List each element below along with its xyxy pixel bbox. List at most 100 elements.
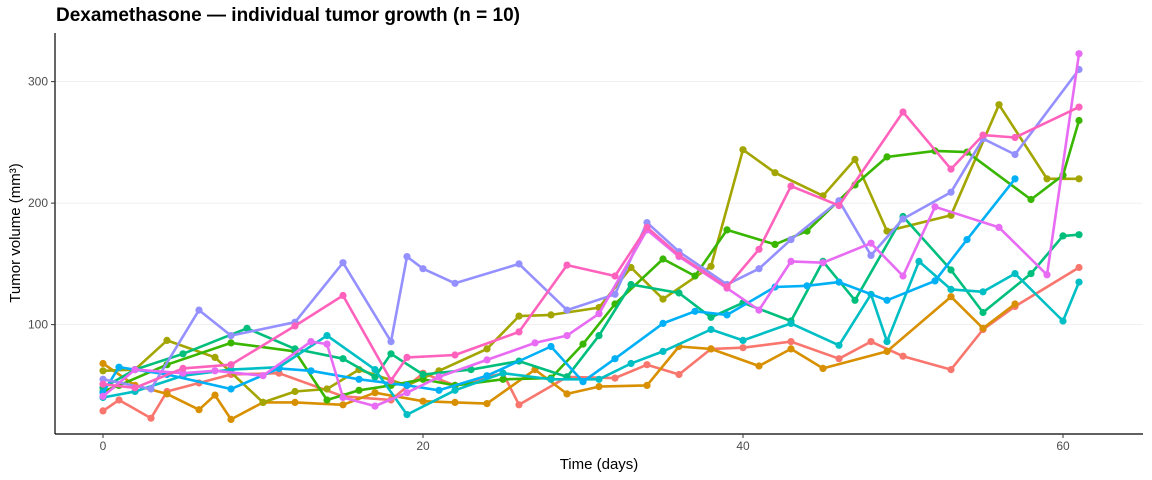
data-point [963,236,971,244]
data-point [579,378,587,386]
data-point [947,293,955,301]
data-point [915,257,923,265]
data-point [787,319,795,327]
x-tick-label: 40 [736,439,750,453]
data-point [243,324,251,332]
data-point [1011,300,1019,308]
data-point [1075,50,1083,58]
data-point [1011,133,1019,142]
data-point [787,236,795,244]
data-point [323,332,331,340]
series-1 [99,263,1083,422]
data-point [259,398,267,406]
data-point [899,272,907,280]
data-point [563,306,571,314]
data-point [1027,195,1035,204]
data-point [723,226,731,234]
data-point [1059,317,1067,325]
data-point [611,374,619,382]
series-line [101,68,1081,391]
tick-labels: 100 200 300 0 20 40 60 [28,75,1070,453]
data-point [451,279,459,287]
data-point [659,319,667,327]
data-point [659,295,667,303]
x-tick-label: 0 [100,439,107,453]
data-point [99,407,107,415]
data-point [739,344,747,352]
data-point [451,398,459,406]
data-point [771,169,779,177]
data-point [211,391,219,399]
series-line [101,260,1081,416]
data-point [515,401,523,409]
data-point [483,372,491,380]
gridlines [55,81,1143,326]
data-point [579,340,587,348]
data-point [787,257,795,265]
data-point [835,355,843,363]
data-point [1011,175,1019,183]
data-point [227,332,235,340]
data-point [483,356,491,364]
series-line [101,266,1081,420]
data-point [563,332,571,340]
data-point [899,352,907,360]
data-point [403,253,411,261]
data-point [435,373,443,381]
data-point [739,336,747,344]
data-point [483,345,491,353]
data-point [883,153,891,161]
data-point [403,411,411,419]
y-tick-label: 300 [28,75,48,89]
data-point [259,372,267,380]
data-point [195,306,203,314]
data-point [499,375,507,383]
data-point [947,285,955,293]
data-point [659,347,667,355]
y-axis-label: Tumor volume (mm³) [7,163,24,302]
data-point [387,338,395,346]
data-point [1075,116,1083,125]
data-point [659,255,667,263]
data-point [755,265,763,273]
data-point [403,381,411,389]
data-point [1075,175,1083,183]
data-point [931,277,939,285]
data-point [563,390,571,398]
data-point [883,227,891,235]
data-point [419,397,427,405]
data-point [835,341,843,349]
data-point [883,296,891,304]
series-line [101,119,1081,402]
data-point [595,375,603,383]
data-point [1043,175,1051,183]
data-point [339,355,347,363]
data-point [339,401,347,409]
data-point [371,373,379,381]
data-point [227,339,235,347]
data-point [147,414,155,422]
data-point [883,338,891,346]
y-tick-label: 100 [28,318,48,332]
data-point [339,393,347,402]
data-point [819,259,827,267]
data-point [883,347,891,355]
data-point [979,131,987,139]
data-point [323,385,331,393]
data-point [835,202,843,210]
data-point [339,291,347,300]
data-point [179,350,187,358]
data-point [675,370,683,379]
data-point [611,355,619,363]
data-point [1043,271,1051,279]
data-point [627,359,635,368]
data-point [115,363,123,371]
series-2 [99,293,1019,423]
series-7 [99,175,1019,397]
data-point [995,101,1003,109]
data-point [627,280,635,289]
data-point [179,364,187,372]
data-point [643,361,651,369]
series-line [101,103,1081,404]
data-point [643,223,651,231]
